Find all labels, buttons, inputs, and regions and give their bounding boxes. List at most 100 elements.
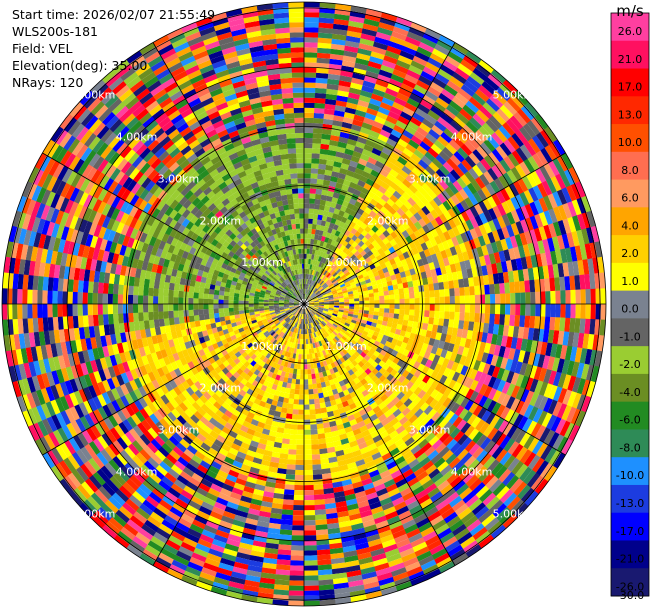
gate-cell <box>452 226 461 237</box>
gate-cell <box>304 263 307 269</box>
gate-cell <box>374 397 384 406</box>
gate-cell <box>308 284 312 290</box>
gate-cell <box>317 47 332 54</box>
gate-cell <box>424 304 430 311</box>
gate-cell <box>314 92 327 99</box>
gate-cell <box>569 318 576 333</box>
gate-cell <box>311 378 317 385</box>
gate-cell <box>355 321 362 326</box>
gate-cell <box>345 365 352 372</box>
gate-cell <box>476 246 484 258</box>
gate-cell <box>514 429 527 444</box>
gate-cell <box>306 295 310 300</box>
gate-cell <box>438 418 449 429</box>
gate-cell <box>351 319 357 324</box>
gate-cell <box>408 532 423 544</box>
gate-cell <box>305 294 309 300</box>
gate-cell <box>358 345 366 352</box>
gate-cell <box>473 393 484 405</box>
gate-cell <box>499 489 514 504</box>
gate-cell <box>391 164 402 174</box>
gate-cell <box>312 474 323 480</box>
gate-cell <box>449 263 457 273</box>
gate-cell <box>304 37 319 43</box>
gate-cell <box>444 311 450 320</box>
gate-cell <box>329 368 335 375</box>
gate-cell <box>328 261 334 268</box>
gate-cell <box>311 293 316 298</box>
gate-cell <box>468 167 480 180</box>
gate-cell <box>359 446 370 455</box>
gate-cell <box>304 293 306 299</box>
gate-cell <box>335 203 342 211</box>
gate-cell <box>303 479 314 486</box>
gate-cell <box>399 50 415 61</box>
gate-cell <box>482 102 497 116</box>
gate-cell <box>471 179 482 192</box>
gate-cell <box>451 327 459 337</box>
gate-cell <box>481 513 496 528</box>
gate-cell <box>451 371 461 382</box>
gate-cell <box>412 55 428 67</box>
gate-cell <box>562 331 570 346</box>
gate-cell <box>367 426 377 435</box>
gate-cell <box>402 78 417 89</box>
gate-cell <box>342 421 351 429</box>
gate-cell <box>344 331 351 337</box>
gate-cell <box>481 265 488 276</box>
gate-cell <box>409 215 419 225</box>
gate-cell <box>442 487 456 500</box>
gate-cell <box>363 275 370 281</box>
gate-cell <box>303 600 320 606</box>
gate-cell <box>363 75 378 84</box>
gate-cell <box>422 277 429 286</box>
gate-cell <box>314 304 320 306</box>
gate-cell <box>419 475 432 486</box>
gate-cell <box>434 226 444 236</box>
gate-cell <box>432 495 446 507</box>
gate-cell <box>446 399 456 411</box>
gate-cell <box>540 463 554 479</box>
gate-cell <box>350 177 360 185</box>
gate-cell <box>342 253 348 260</box>
gate-cell <box>329 233 335 240</box>
gate-cell <box>376 319 383 325</box>
gate-cell <box>414 434 426 445</box>
gate-cell <box>438 150 451 162</box>
gate-cell <box>449 352 458 362</box>
gate-cell <box>410 193 421 204</box>
gate-cell <box>491 446 504 460</box>
gate-cell <box>334 253 340 260</box>
gate-cell <box>524 315 531 328</box>
gate-cell <box>458 320 465 330</box>
gate-cell <box>449 120 463 133</box>
gate-cell <box>303 439 312 445</box>
gate-cell <box>334 320 340 325</box>
gate-cell <box>508 248 516 261</box>
gate-cell <box>373 214 382 222</box>
gate-cell <box>394 160 405 170</box>
gate-cell <box>381 320 388 327</box>
gate-cell <box>434 206 444 217</box>
gate-cell <box>487 208 498 221</box>
gate-cell <box>428 468 441 480</box>
gate-cell <box>304 107 315 113</box>
gate-cell <box>496 334 503 347</box>
gate-cell <box>327 238 333 245</box>
gate-cell <box>529 279 536 293</box>
gate-cell <box>344 271 351 277</box>
gate-cell <box>448 183 459 195</box>
gate-cell <box>334 302 340 304</box>
gate-cell <box>335 341 341 348</box>
gate-cell <box>308 304 314 307</box>
gate-cell <box>537 354 546 369</box>
gate-cell <box>320 289 326 294</box>
gate-cell <box>365 70 379 80</box>
gate-cell <box>367 443 378 452</box>
gate-cell <box>317 42 332 49</box>
gate-cell <box>314 514 327 521</box>
gate-cell <box>527 327 535 341</box>
gate-cell <box>445 453 457 465</box>
gate-cell <box>306 279 308 285</box>
gate-cell <box>318 346 322 352</box>
